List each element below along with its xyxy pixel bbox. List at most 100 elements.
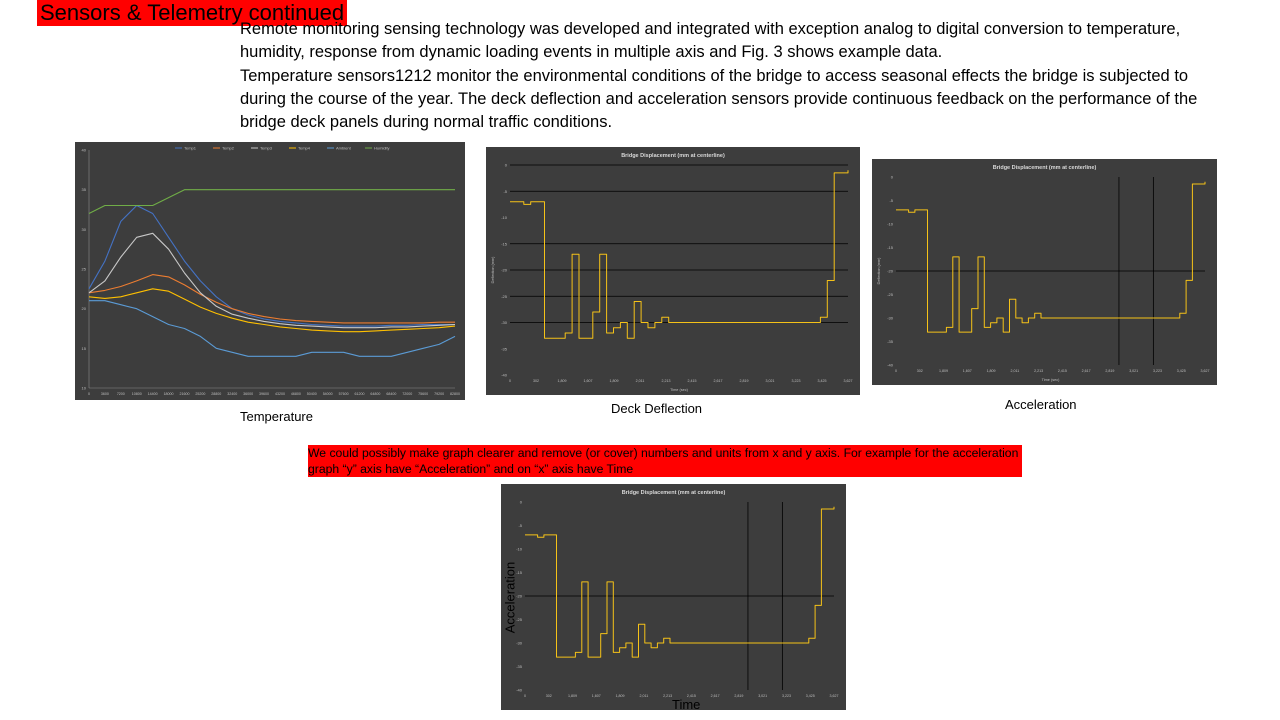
legend-label: Humidity [374, 146, 390, 151]
y-tick-label: -10 [501, 215, 508, 220]
x-tick-label: 2,819 [1105, 369, 1114, 373]
x-tick-label: 82800 [450, 392, 460, 396]
legend-label: Temp4 [298, 146, 311, 151]
x-tick-label: 0 [88, 392, 90, 396]
y-tick-label: -15 [887, 245, 894, 250]
temperature-chart: 10 15 20 25 30 35 40 0 3600 7200 10800 14400 18000 21… [75, 142, 465, 400]
x-tick-label: 0 [524, 694, 526, 698]
series-line [88, 189, 455, 214]
y-tick-label: -25 [516, 617, 523, 622]
y-tick-label: -30 [516, 641, 523, 646]
x-tick-label: 36000 [243, 392, 253, 396]
y-tick-label: -35 [501, 346, 508, 351]
y-tick-label: -30 [501, 320, 508, 325]
y-tick-label: 25 [82, 267, 87, 272]
x-tick-label: 25200 [195, 392, 205, 396]
x-tick-label: 2,415 [688, 379, 697, 383]
x-tick-label: 54000 [323, 392, 333, 396]
x-tick-label: 18000 [164, 392, 174, 396]
x-tick-label: 3,021 [766, 379, 775, 383]
y-tick-label: -40 [887, 363, 894, 368]
y-tick-label: 0 [520, 500, 523, 505]
x-tick-label: 3,627 [830, 694, 839, 698]
annotated-x-axis-label: Time [672, 697, 701, 712]
series-line [510, 170, 849, 339]
chart-title: Bridge Displacement (mm at centerline) [622, 490, 726, 496]
x-tick-label: 302 [917, 369, 923, 373]
y-tick-label: 0 [891, 175, 894, 180]
x-tick-label: 1,809 [610, 379, 619, 383]
x-tick-label: 75600 [418, 392, 428, 396]
x-tick-label: 3600 [101, 392, 109, 396]
x-tick-label: 50400 [307, 392, 317, 396]
x-tick-label: 3,021 [758, 694, 767, 698]
x-tick-label: 68400 [386, 392, 396, 396]
x-tick-label: 10800 [132, 392, 142, 396]
deflection-chart: Bridge Displacement (mm at centerline) 0-… [486, 147, 860, 395]
acceleration-chart: Bridge Displacement (mm at centerline) 0-… [872, 159, 1217, 385]
x-tick-label: 28800 [211, 392, 221, 396]
y-tick-label: 40 [82, 148, 87, 153]
series-line [88, 204, 455, 327]
slide-title: Sensors & Telemetry continued [37, 0, 348, 26]
series-line [88, 288, 456, 333]
acceleration-chart-svg: Bridge Displacement (mm at centerline)0-… [877, 165, 1210, 382]
x-tick-label: 1,607 [584, 379, 593, 383]
y-tick-label: -20 [501, 268, 508, 273]
x-tick-label: 2,819 [740, 379, 749, 383]
paragraph-1: Remote monitoring sensing technology was… [240, 20, 1181, 62]
x-tick-label: 302 [533, 379, 539, 383]
legend-label: Temp1 [184, 146, 197, 151]
x-tick-label: 64800 [370, 392, 380, 396]
x-tick-label: 1,809 [558, 379, 567, 383]
deflection-chart-svg: Bridge Displacement (mm at centerline)0-… [491, 153, 853, 392]
x-tick-label: 2,011 [1010, 369, 1019, 373]
x-axis-label: Time (sec) [670, 388, 689, 392]
series-line [88, 232, 456, 329]
review-note: We could possibly make graph clearer and… [308, 445, 1022, 477]
x-tick-label: 43200 [275, 392, 285, 396]
y-tick-label: -25 [501, 294, 508, 299]
x-tick-label: 2,213 [663, 694, 672, 698]
x-tick-label: 3,425 [806, 694, 815, 698]
y-tick-label: 35 [82, 187, 87, 192]
x-tick-label: 3,425 [1177, 369, 1186, 373]
temperature-chart-svg: 10 15 20 25 30 35 40 0 3600 7200 10800 14400 18000 21… [82, 146, 460, 397]
y-tick-label: -40 [516, 688, 523, 693]
x-tick-label: 0 [895, 369, 897, 373]
chart-title: Bridge Displacement (mm at centerline) [993, 165, 1097, 171]
x-tick-label: 2,213 [662, 379, 671, 383]
x-tick-label: 2,213 [1034, 369, 1043, 373]
x-tick-label: 3,627 [1201, 369, 1210, 373]
body-text: Remote monitoring sensing technology was… [240, 18, 1200, 134]
y-tick-label: -25 [887, 292, 894, 297]
chart-title: Bridge Displacement (mm at centerline) [621, 153, 725, 159]
x-tick-label: 2,011 [639, 694, 648, 698]
x-tick-label: 2,011 [636, 379, 645, 383]
x-tick-label: 3,021 [1129, 369, 1138, 373]
x-tick-label: 2,415 [1058, 369, 1067, 373]
x-tick-label: 3,223 [792, 379, 801, 383]
y-tick-label: -10 [887, 222, 894, 227]
y-tick-label: -5 [889, 198, 893, 203]
series-line [896, 181, 1206, 333]
x-tick-label: 1,607 [963, 369, 972, 373]
series-line [525, 506, 835, 658]
x-tick-label: 2,415 [687, 694, 696, 698]
x-tick-label: 3,627 [844, 379, 853, 383]
y-tick-label: 20 [82, 306, 87, 311]
caption-temperature: Temperature [240, 409, 313, 424]
x-tick-label: 2,819 [734, 694, 743, 698]
x-tick-label: 2,617 [1082, 369, 1091, 373]
x-tick-label: 14400 [148, 392, 158, 396]
y-tick-label: -35 [516, 664, 523, 669]
x-tick-label: 32400 [227, 392, 237, 396]
series-line [88, 274, 455, 324]
y-tick-label: 10 [82, 386, 87, 391]
acceleration-edit-chart-svg: Bridge Displacement (mm at centerline)0-… [516, 490, 839, 698]
x-tick-label: 3,425 [818, 379, 827, 383]
y-tick-label: -5 [518, 523, 522, 528]
x-tick-label: 2,617 [714, 379, 723, 383]
x-axis-label: Time (sec) [1042, 378, 1061, 382]
x-tick-label: 1,607 [592, 694, 601, 698]
